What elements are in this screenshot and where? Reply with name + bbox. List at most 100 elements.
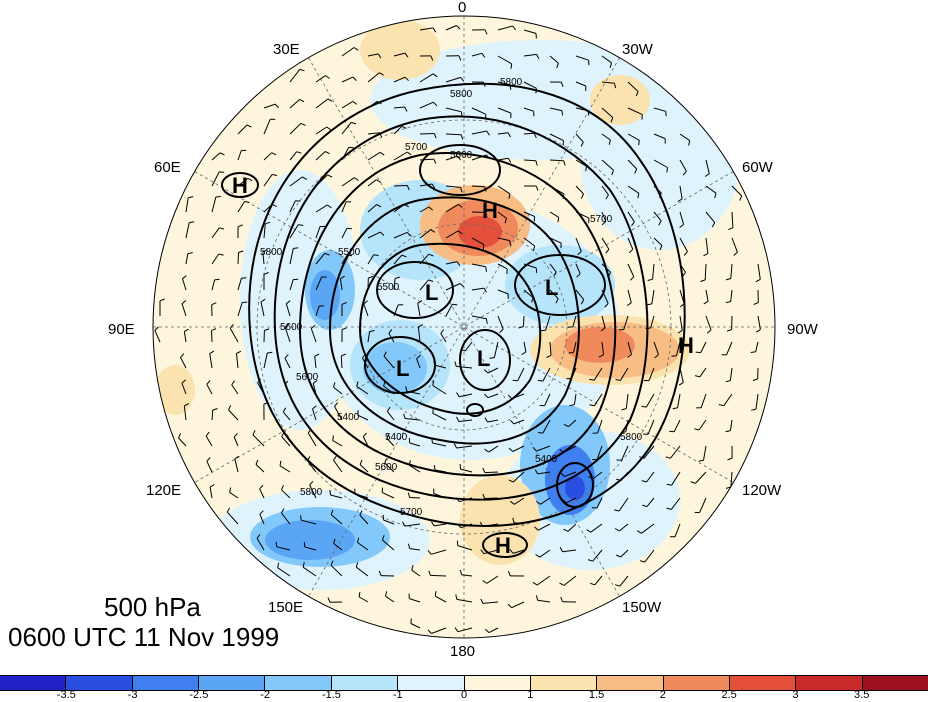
wind-barb (359, 464, 369, 473)
wind-barb (289, 123, 302, 135)
wind-barb-flag (353, 47, 359, 51)
wind-barb (419, 206, 430, 213)
wind-barb-flag (407, 492, 411, 498)
wind-barb-flag (695, 351, 701, 354)
wind-barb (315, 226, 321, 239)
wind-barb-flag (725, 301, 731, 304)
wind-barb (409, 497, 421, 499)
lon-label-0: 0 (458, 0, 467, 16)
high-center: H (495, 533, 511, 558)
wind-barb-flag (428, 570, 431, 576)
wind-barb-flag (228, 405, 232, 411)
wind-barb (545, 315, 551, 331)
wind-barb (432, 412, 447, 421)
wind-barb-flag (615, 554, 621, 558)
wind-barb-flag (726, 329, 732, 332)
wind-barb (383, 355, 395, 369)
wind-barb-flag (589, 404, 595, 407)
wind-barb-flag (605, 248, 610, 254)
wind-barb (700, 393, 707, 408)
wind-barb (330, 564, 343, 577)
wind-barb-flag (601, 221, 607, 226)
wind-barb (471, 263, 486, 268)
wind-barb-flag (355, 562, 359, 568)
wind-barb (361, 357, 369, 369)
wind-barb-flag (510, 419, 515, 425)
wind-barb (601, 315, 606, 329)
wind-barb-flag (247, 177, 253, 182)
wind-barb-flag (428, 206, 434, 211)
wind-barb-flag (302, 562, 305, 568)
wind-barb (670, 445, 681, 459)
wind-barb-flag (682, 272, 686, 277)
wind-barb (154, 330, 161, 343)
wind-barb-flag (600, 327, 606, 332)
contour-label: 5600 (296, 372, 319, 383)
wind-barb (430, 574, 447, 577)
wind-barb (597, 419, 603, 434)
wind-barb (409, 598, 421, 603)
wind-barb-flag (327, 204, 332, 209)
wind-barb-flag (359, 459, 363, 465)
wind-barb-flag (635, 91, 639, 97)
wind-barb (315, 253, 326, 265)
wind-barb (209, 353, 213, 369)
wind-barb (497, 25, 513, 31)
wind-barb-flag (376, 179, 381, 183)
wind-barb (356, 385, 369, 395)
wind-barb-flag (485, 266, 487, 272)
wind-barb-flag (184, 403, 189, 407)
wind-barb-flag (454, 361, 457, 367)
wind-barb-flag (637, 193, 640, 199)
wind-barb (567, 523, 577, 532)
wind-barb-flag (369, 330, 375, 333)
wind-barb-flag (312, 405, 317, 410)
wind-barb (575, 263, 581, 274)
wind-barb (259, 514, 265, 525)
wind-barb (601, 159, 614, 171)
wind-barb (262, 251, 265, 265)
wind-barb-flag (401, 254, 407, 258)
wind-barb (695, 471, 707, 484)
wind-barb-flag (563, 160, 566, 166)
wind-barb (409, 442, 421, 447)
wind-barb-flag (244, 201, 250, 203)
contour-label: 5700 (590, 214, 613, 225)
wind-barb-flag (560, 596, 563, 602)
wind-barb (679, 263, 686, 273)
wind-barb-flag (482, 81, 486, 87)
wind-barb-flag (262, 249, 268, 253)
wind-barb (357, 542, 369, 551)
wind-barb-flag (282, 407, 287, 413)
wind-barb (497, 315, 504, 330)
wind-barb (456, 365, 473, 369)
colorbar-swatch (66, 676, 133, 690)
wind-barb-flag (264, 328, 270, 331)
wind-barb-flag (377, 100, 382, 105)
wind-barb (596, 445, 603, 460)
wind-barb (393, 254, 403, 265)
wind-barb (456, 445, 473, 449)
wind-barb (625, 419, 629, 432)
wind-barb (259, 488, 265, 499)
wind-barb-flag (669, 430, 675, 433)
wind-barb-flag (508, 447, 514, 452)
wind-barb-flag (559, 449, 564, 453)
wind-barb (289, 151, 298, 161)
wind-barb-flag (219, 227, 225, 230)
wind-barb (432, 442, 447, 447)
wind-barb-flag (284, 380, 289, 386)
wind-barb-flag (459, 569, 463, 575)
wind-barb (627, 133, 640, 141)
wind-barb (514, 497, 525, 505)
wind-barb-flag (750, 351, 756, 353)
wind-barb (549, 237, 562, 244)
wind-barb (333, 542, 343, 551)
wind-barb-flag (512, 25, 517, 31)
wind-barb (673, 419, 681, 433)
wind-barb-flag (534, 469, 539, 475)
wind-barb-flag (562, 499, 567, 504)
wind-barb-flag (432, 408, 434, 414)
wind-barb (419, 73, 434, 83)
wind-barb (281, 512, 291, 525)
